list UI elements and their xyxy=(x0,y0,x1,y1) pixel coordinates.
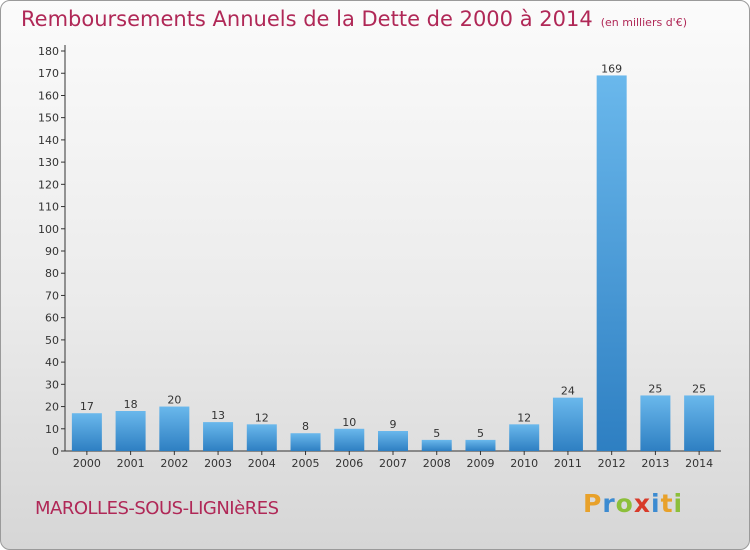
bar xyxy=(509,424,540,451)
bar xyxy=(334,428,365,451)
y-tick-label: 40 xyxy=(45,356,59,369)
x-tick-label: 2002 xyxy=(160,457,188,470)
data-label: 24 xyxy=(561,385,575,398)
logo-letter: r xyxy=(602,489,616,518)
logo-letter: t xyxy=(660,489,674,518)
x-tick-label: 2005 xyxy=(292,457,320,470)
bar xyxy=(290,433,321,451)
y-tick-label: 170 xyxy=(38,67,59,80)
y-tick-label: 140 xyxy=(38,134,59,147)
bar xyxy=(246,424,277,451)
bar xyxy=(640,395,671,451)
x-tick-label: 2009 xyxy=(466,457,494,470)
data-label: 5 xyxy=(477,427,484,440)
x-tick-label: 2004 xyxy=(248,457,276,470)
x-tick-label: 2013 xyxy=(641,457,669,470)
y-tick-label: 100 xyxy=(38,223,59,236)
data-label: 10 xyxy=(342,416,356,429)
x-tick-label: 2012 xyxy=(598,457,626,470)
data-label: 17 xyxy=(80,400,94,413)
data-label: 169 xyxy=(601,62,622,75)
y-tick-label: 120 xyxy=(38,178,59,191)
x-tick-label: 2006 xyxy=(335,457,363,470)
data-label: 20 xyxy=(167,394,181,407)
chart-title: Remboursements Annuels de la Dette de 20… xyxy=(21,7,687,31)
title-main: Remboursements Annuels de la Dette de 20… xyxy=(21,7,593,31)
bar xyxy=(465,439,496,451)
y-tick-label: 10 xyxy=(45,423,59,436)
data-label: 25 xyxy=(648,382,662,395)
bar xyxy=(203,422,234,451)
x-tick-label: 2008 xyxy=(423,457,451,470)
bar xyxy=(684,395,715,451)
bar xyxy=(421,439,452,451)
y-tick-label: 20 xyxy=(45,401,59,414)
title-unit: (en milliers d'€) xyxy=(600,16,687,29)
data-label: 9 xyxy=(390,418,397,431)
y-tick-label: 70 xyxy=(45,289,59,302)
x-tick-label: 2007 xyxy=(379,457,407,470)
logo-letter: i xyxy=(673,489,684,518)
bar xyxy=(378,431,408,451)
x-tick-label: 2011 xyxy=(554,457,582,470)
bar xyxy=(159,406,190,451)
x-tick-label: 2000 xyxy=(73,457,101,470)
y-tick-label: 0 xyxy=(52,445,59,458)
x-tick-label: 2010 xyxy=(510,457,538,470)
bar xyxy=(596,75,627,451)
bar xyxy=(552,397,583,451)
data-label: 5 xyxy=(433,427,440,440)
data-label: 8 xyxy=(302,420,309,433)
y-tick-label: 130 xyxy=(38,156,59,169)
y-tick-label: 50 xyxy=(45,334,59,347)
y-tick-label: 80 xyxy=(45,267,59,280)
y-tick-label: 150 xyxy=(38,112,59,125)
y-tick-label: 180 xyxy=(38,45,59,58)
data-label: 12 xyxy=(255,411,269,424)
y-tick-label: 60 xyxy=(45,312,59,325)
y-tick-label: 30 xyxy=(45,378,59,391)
data-label: 12 xyxy=(517,411,531,424)
commune-name: MAROLLES-SOUS-LIGNIèRES xyxy=(35,498,279,519)
logo-letter: o xyxy=(615,489,634,518)
logo-letter: x xyxy=(633,489,651,518)
x-tick-label: 2003 xyxy=(204,457,232,470)
bar xyxy=(115,411,146,451)
x-tick-label: 2014 xyxy=(685,457,713,470)
proxiti-logo: Proxiti xyxy=(583,489,683,518)
data-label: 13 xyxy=(211,409,225,422)
y-tick-label: 110 xyxy=(38,201,59,214)
logo-letter: i xyxy=(651,489,661,518)
bar xyxy=(71,413,102,451)
y-tick-label: 90 xyxy=(45,245,59,258)
data-label: 18 xyxy=(124,398,138,411)
y-tick-label: 160 xyxy=(38,89,59,102)
data-label: 25 xyxy=(692,382,706,395)
logo-letter: P xyxy=(583,489,603,518)
x-tick-label: 2001 xyxy=(117,457,145,470)
